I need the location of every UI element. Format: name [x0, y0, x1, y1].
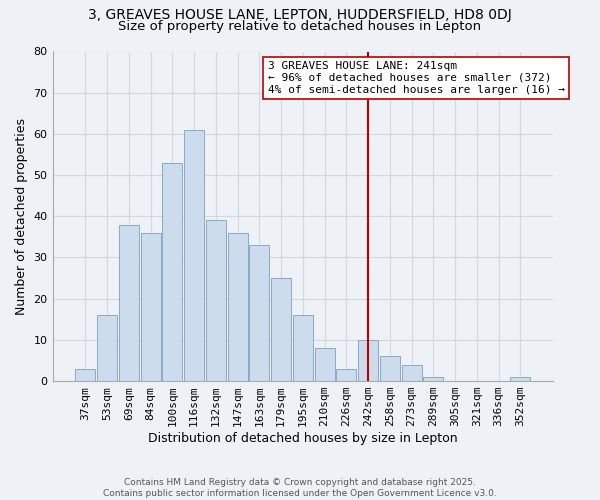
Bar: [119, 224, 139, 381]
Bar: [75, 368, 95, 381]
Bar: [227, 233, 248, 381]
Text: 3 GREAVES HOUSE LANE: 241sqm
← 96% of detached houses are smaller (372)
4% of se: 3 GREAVES HOUSE LANE: 241sqm ← 96% of de…: [268, 62, 565, 94]
Bar: [271, 278, 291, 381]
Bar: [358, 340, 378, 381]
Bar: [293, 315, 313, 381]
X-axis label: Distribution of detached houses by size in Lepton: Distribution of detached houses by size …: [148, 432, 458, 445]
Bar: [401, 364, 422, 381]
Bar: [249, 245, 269, 381]
Bar: [336, 368, 356, 381]
Bar: [97, 315, 117, 381]
Text: Contains HM Land Registry data © Crown copyright and database right 2025.
Contai: Contains HM Land Registry data © Crown c…: [103, 478, 497, 498]
Bar: [140, 233, 161, 381]
Y-axis label: Number of detached properties: Number of detached properties: [15, 118, 28, 315]
Text: 3, GREAVES HOUSE LANE, LEPTON, HUDDERSFIELD, HD8 0DJ: 3, GREAVES HOUSE LANE, LEPTON, HUDDERSFI…: [88, 8, 512, 22]
Bar: [510, 377, 530, 381]
Bar: [206, 220, 226, 381]
Bar: [184, 130, 204, 381]
Bar: [380, 356, 400, 381]
Bar: [162, 162, 182, 381]
Bar: [423, 377, 443, 381]
Bar: [314, 348, 335, 381]
Text: Size of property relative to detached houses in Lepton: Size of property relative to detached ho…: [118, 20, 482, 33]
